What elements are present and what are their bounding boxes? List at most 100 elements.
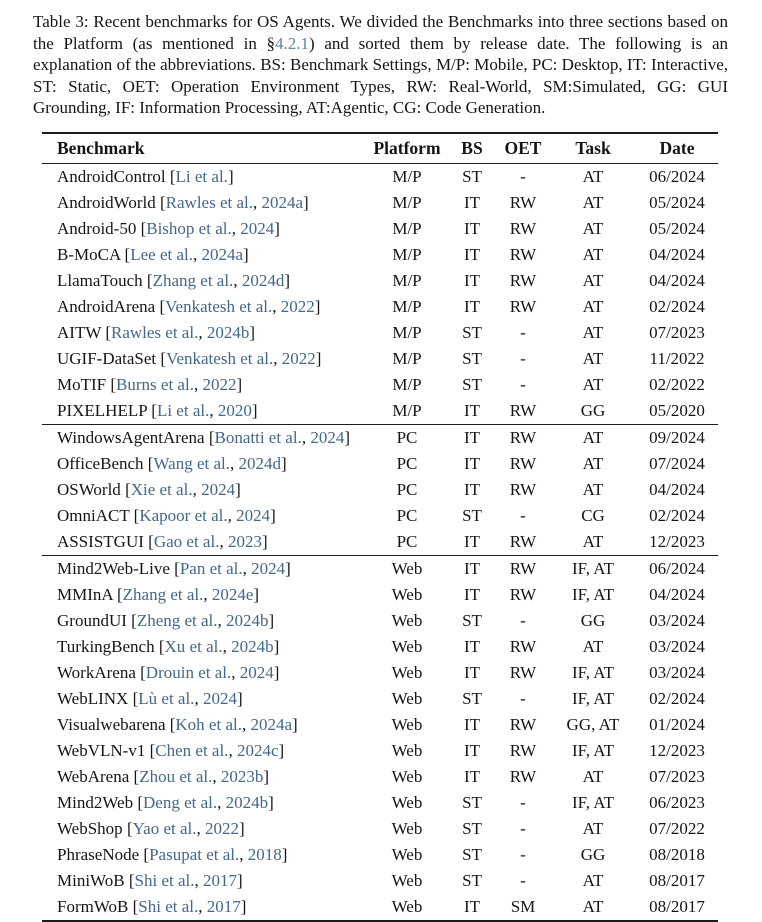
citation-authors-link[interactable]: Zhang et al.	[152, 270, 234, 290]
citation-authors-link[interactable]: Zhou et al.	[139, 766, 213, 786]
citation-authors-link[interactable]: Rawles et al.	[165, 192, 253, 212]
citation-year-link[interactable]: 2024d	[241, 270, 285, 290]
platform-cell: M/P	[392, 218, 422, 238]
benchmark-row: ASSISTGUI [Gao et al., 2023] PC IT RW AT 12/2…	[42, 529, 718, 556]
citation-year-link[interactable]: 2024	[310, 427, 345, 447]
citation-year-link[interactable]: 2024e	[211, 584, 254, 604]
benchmark-row: WindowsAgentArena [Bonatti et al., 2024]…	[42, 423, 718, 451]
platform-cell: Web	[366, 554, 448, 582]
citation-year-link[interactable]: 2023b	[220, 766, 264, 786]
benchmark-name: PIXELHELP	[57, 400, 148, 420]
benchmark-name: Mind2Web-Live	[57, 558, 170, 578]
citation-year-link[interactable]: 2024b	[226, 610, 269, 630]
citation-year-link[interactable]: 2024	[240, 218, 275, 238]
citation-year-link[interactable]: 2024	[251, 558, 286, 578]
citation-year-link[interactable]: 2024d	[238, 453, 282, 473]
citation-authors-link[interactable]: Li et al.	[175, 166, 228, 186]
benchmark-name: MoTIF	[57, 374, 107, 394]
benchmark-name: UGIF-DataSet	[57, 348, 157, 368]
citation-year-link[interactable]: 2022	[280, 296, 315, 316]
citation-authors-link[interactable]: Kapoor et al.	[139, 505, 228, 525]
citation-authors-link[interactable]: Venkatesh et al.	[165, 296, 273, 316]
task-cell: AT	[582, 322, 604, 342]
bs-cell: ST	[462, 166, 482, 186]
citation-authors-link[interactable]: Wang et al.	[153, 453, 230, 473]
citation-authors-link[interactable]: Lù et al.	[138, 688, 195, 708]
citation-year-link[interactable]: 2024	[202, 688, 237, 708]
citation-year-link[interactable]: 2024a	[201, 244, 244, 264]
bs-cell: IT	[463, 531, 481, 551]
date-cell: 03/2024	[649, 610, 705, 630]
date-cell: 06/2024	[649, 166, 705, 186]
platform-cell: Web	[391, 766, 423, 786]
column-header-date: Date	[659, 137, 695, 158]
citation-authors-link[interactable]: Drouin et al.	[145, 662, 232, 682]
citation-authors-link[interactable]: Koh et al.	[175, 714, 242, 734]
citation-year-link[interactable]: 2018	[247, 844, 282, 864]
citation-year-link[interactable]: 2024a	[250, 714, 293, 734]
citation-year-link[interactable]: 2024b	[206, 322, 250, 342]
platform-cell: Web	[391, 714, 423, 734]
citation-authors-link[interactable]: Xu et al.	[164, 636, 223, 656]
citation-authors-link[interactable]: Venkatesh et al.	[166, 348, 274, 368]
bs-cell: IT	[448, 423, 496, 451]
citation-authors-link[interactable]: Deng et al.	[143, 792, 218, 812]
citation-year-link[interactable]: 2024a	[261, 192, 304, 212]
citation-authors-link[interactable]: Lee et al.	[130, 244, 193, 264]
citation-authors-link[interactable]: Bishop et al.	[146, 218, 232, 238]
citation-year-link[interactable]: 2023	[227, 531, 262, 551]
citation-year-link[interactable]: 2022	[281, 348, 316, 368]
task-cell: AT	[582, 348, 604, 368]
citation-authors-link[interactable]: Shi et al.	[138, 896, 199, 916]
citation-authors-link[interactable]: Gao et al.	[153, 531, 220, 551]
citation-authors-link[interactable]: Yao et al.	[132, 818, 197, 838]
benchmark-row: WorkArena [Drouin et al., 2024] Web IT RW IF…	[42, 660, 718, 686]
citation-year-link[interactable]: 2022	[205, 818, 240, 838]
citation-authors-link[interactable]: Pan et al.	[179, 558, 243, 578]
oet-cell: -	[520, 166, 526, 186]
bs-cell: ST	[462, 870, 482, 890]
citation-year-link[interactable]: 2017	[202, 870, 237, 890]
benchmark-cell: GroundUI [Zheng et al., 2024b]	[57, 610, 275, 630]
citation-authors-link[interactable]: Pasupat et al.	[149, 844, 240, 864]
citation-authors-link[interactable]: Li et al.	[156, 400, 210, 420]
task-cell: AT	[582, 453, 604, 473]
citation-year-link[interactable]: 2024b	[231, 636, 274, 656]
citation-authors-link[interactable]: Bonatti et al.	[214, 427, 302, 447]
task-cell: AT	[582, 766, 604, 786]
date-cell: 07/2023	[649, 766, 705, 786]
benchmark-row: AITW [Rawles et al., 2024b] M/P ST - AT 07/20…	[42, 320, 718, 346]
task-cell: AT	[582, 244, 604, 264]
citation-authors-link[interactable]: Rawles et al.	[110, 322, 199, 342]
benchmark-name: AITW	[57, 322, 102, 342]
platform-cell: M/P	[392, 400, 422, 420]
citation-authors-link[interactable]: Xie et al.	[130, 479, 193, 499]
benchmark-row: Android-50 [Bishop et al., 2024] M/P IT RW A…	[42, 216, 718, 242]
column-header-oet: OET	[504, 137, 542, 158]
citation-authors-link[interactable]: Chen et al.	[155, 740, 229, 760]
task-cell: AT	[582, 296, 604, 316]
benchmark-cell: OfficeBench [Wang et al., 2024d]	[57, 453, 287, 473]
bs-cell: IT	[448, 554, 496, 582]
citation-authors-link[interactable]: Zhang et al.	[122, 584, 204, 604]
bs-cell: IT	[463, 766, 481, 786]
citation-year-link[interactable]: 2020	[217, 400, 252, 420]
citation-year-link[interactable]: 2024	[236, 505, 271, 525]
platform-cell: Web	[391, 662, 423, 682]
citation-year-link[interactable]: 2024	[201, 479, 236, 499]
benchmark-name: WebShop	[57, 818, 123, 838]
date-cell: 05/2024	[649, 192, 705, 212]
benchmark-cell: Mind2Web [Deng et al., 2024b]	[57, 792, 274, 812]
citation-year-link[interactable]: 2024b	[225, 792, 269, 812]
citation-year-link[interactable]: 2017	[206, 896, 241, 916]
citation-authors-link[interactable]: Burns et al.	[116, 374, 194, 394]
citation-year-link[interactable]: 2024c	[236, 740, 279, 760]
citation-authors-link[interactable]: Shi et al.	[134, 870, 195, 890]
section-ref-link[interactable]: 4.2.1	[275, 33, 310, 53]
citation-authors-link[interactable]: Zheng et al.	[136, 610, 218, 630]
citation-year-link[interactable]: 2022	[202, 374, 237, 394]
benchmark-row: FormWoB [Shi et al., 2017] Web IT SM AT 08/20…	[42, 894, 718, 921]
citation-year-link[interactable]: 2024	[239, 662, 274, 682]
platform-cell: Web	[391, 896, 423, 916]
